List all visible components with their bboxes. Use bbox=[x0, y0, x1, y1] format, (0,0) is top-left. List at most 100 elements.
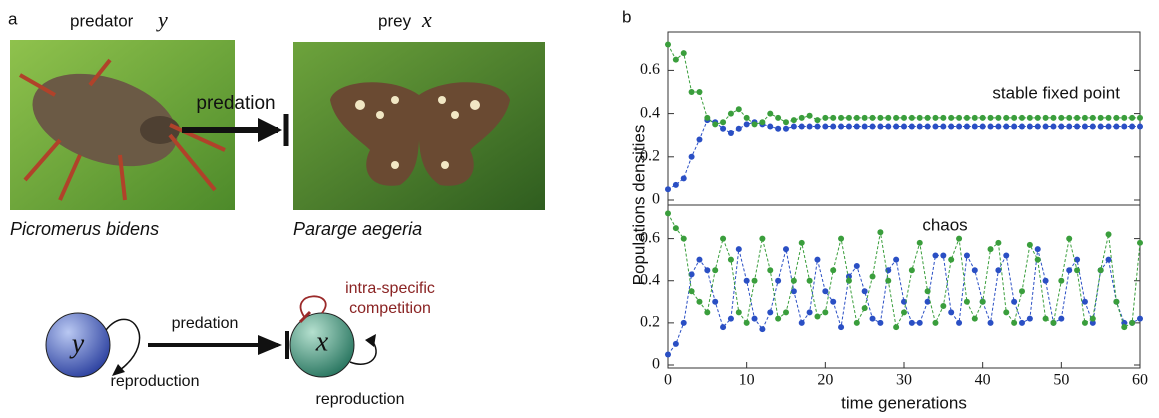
y-tick-label: 0.2 bbox=[640, 147, 660, 164]
data-point bbox=[908, 267, 915, 274]
data-point bbox=[1137, 315, 1143, 322]
data-point bbox=[1050, 114, 1057, 121]
y-axis-label: Populations densities bbox=[629, 125, 648, 286]
data-point bbox=[1081, 114, 1088, 121]
predation-arrow bbox=[182, 114, 289, 146]
data-point bbox=[885, 277, 892, 284]
y-tick-label: 0.6 bbox=[640, 61, 660, 78]
data-point bbox=[1042, 123, 1049, 130]
data-point bbox=[783, 125, 789, 132]
data-point bbox=[743, 277, 750, 284]
data-point bbox=[1089, 315, 1096, 322]
data-point bbox=[861, 288, 868, 295]
data-point bbox=[908, 123, 915, 130]
data-point bbox=[845, 273, 852, 280]
data-point bbox=[727, 130, 734, 137]
data-point bbox=[853, 123, 860, 130]
data-point bbox=[767, 267, 774, 274]
data-point bbox=[940, 114, 947, 121]
data-point bbox=[995, 114, 1002, 121]
data-point bbox=[924, 288, 931, 295]
competition-label: intra-specific bbox=[345, 280, 435, 297]
prey-symbol: x bbox=[421, 7, 432, 32]
data-point bbox=[1081, 319, 1088, 326]
data-point bbox=[1066, 235, 1073, 242]
data-point bbox=[885, 114, 892, 121]
data-point bbox=[1121, 123, 1128, 130]
x-axis-label: time generations bbox=[841, 393, 967, 412]
data-point bbox=[680, 235, 687, 242]
data-point bbox=[767, 309, 774, 316]
data-point bbox=[696, 256, 703, 263]
data-point bbox=[893, 324, 900, 331]
data-point bbox=[751, 277, 758, 284]
data-point bbox=[908, 319, 915, 326]
x-tick-label: 40 bbox=[975, 372, 991, 389]
data-point bbox=[735, 125, 742, 132]
data-point bbox=[704, 114, 711, 121]
x-tick-label: 50 bbox=[1053, 372, 1069, 389]
data-point bbox=[979, 123, 986, 130]
data-point bbox=[853, 114, 860, 121]
data-point bbox=[798, 319, 805, 326]
data-point bbox=[1034, 246, 1041, 253]
data-point bbox=[720, 119, 727, 126]
data-point bbox=[1081, 298, 1088, 305]
data-point bbox=[956, 114, 963, 121]
data-point bbox=[901, 123, 907, 130]
data-point bbox=[790, 277, 797, 284]
data-point bbox=[1011, 298, 1018, 305]
data-point bbox=[822, 309, 829, 316]
data-point bbox=[743, 114, 750, 121]
data-point bbox=[1034, 256, 1041, 263]
data-point bbox=[814, 256, 821, 263]
data-point bbox=[1074, 114, 1081, 121]
data-point bbox=[1137, 239, 1143, 246]
data-point bbox=[956, 319, 963, 326]
data-point bbox=[735, 246, 742, 253]
data-point bbox=[924, 114, 931, 121]
data-point bbox=[688, 271, 695, 278]
y-tick-label: 0 bbox=[652, 356, 660, 373]
data-point bbox=[680, 50, 687, 57]
data-point bbox=[814, 117, 821, 124]
data-point bbox=[1019, 288, 1025, 295]
data-point bbox=[1011, 319, 1018, 326]
data-point bbox=[1113, 114, 1120, 121]
data-point bbox=[948, 256, 955, 263]
data-point bbox=[1129, 123, 1136, 130]
y-tick-label: 0 bbox=[652, 191, 660, 208]
data-point bbox=[1105, 231, 1112, 238]
data-point bbox=[775, 315, 782, 322]
data-point bbox=[877, 319, 884, 326]
data-point bbox=[1089, 123, 1096, 130]
data-point bbox=[971, 315, 978, 322]
reproduction-x: reproduction bbox=[316, 391, 405, 408]
data-point bbox=[680, 319, 687, 326]
data-point bbox=[743, 121, 750, 128]
data-point bbox=[727, 110, 734, 117]
data-point bbox=[893, 114, 900, 121]
data-point bbox=[1050, 319, 1057, 326]
data-point bbox=[948, 114, 955, 121]
data-point bbox=[971, 267, 978, 274]
data-point bbox=[1003, 114, 1010, 121]
data-point bbox=[901, 309, 907, 316]
plot-frame bbox=[667, 204, 1141, 369]
data-point bbox=[830, 267, 837, 274]
data-point bbox=[704, 309, 711, 316]
data-point bbox=[1121, 324, 1128, 331]
data-point bbox=[720, 235, 727, 242]
data-point bbox=[1097, 267, 1104, 274]
data-point bbox=[1074, 256, 1081, 263]
data-point bbox=[916, 123, 923, 130]
node-x: x bbox=[315, 326, 329, 357]
prey-photo bbox=[293, 42, 545, 210]
data-point bbox=[798, 114, 805, 121]
data-point bbox=[963, 114, 970, 121]
data-point bbox=[948, 123, 955, 130]
data-point bbox=[1058, 114, 1065, 121]
data-point bbox=[1003, 123, 1010, 130]
data-point bbox=[1026, 114, 1033, 121]
x-tick-label: 30 bbox=[896, 372, 912, 389]
